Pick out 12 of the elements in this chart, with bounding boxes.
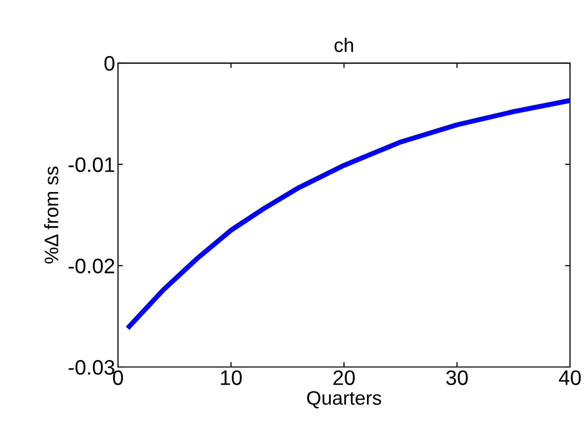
y-tick-label: 0 bbox=[104, 56, 114, 71]
line-series bbox=[126, 98, 570, 329]
y-tick-label: -0.01 bbox=[68, 157, 114, 172]
x-tick-label: 30 bbox=[446, 370, 468, 386]
x-tick-label: 40 bbox=[558, 370, 581, 386]
y-axis-title: %Δ from ss bbox=[44, 166, 58, 264]
y-tick-label: -0.02 bbox=[68, 258, 114, 274]
chart-title: ch bbox=[334, 38, 354, 52]
x-axis-title: Quarters bbox=[307, 391, 382, 408]
x-tick-label: 20 bbox=[333, 370, 355, 386]
y-tick-label: -0.03 bbox=[68, 360, 114, 375]
x-tick-label: 10 bbox=[221, 370, 242, 386]
